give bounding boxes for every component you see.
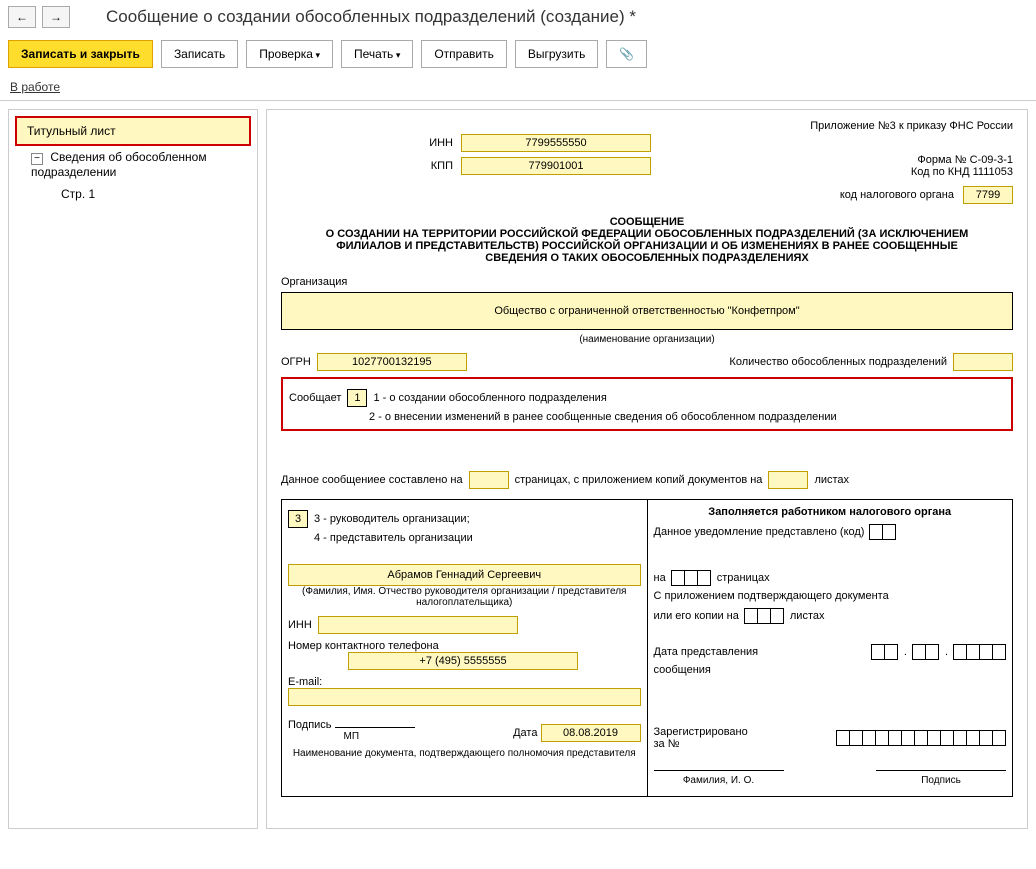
org-hint: (наименование организации) <box>281 334 1013 345</box>
count-label: Количество обособленных подразделений <box>729 356 947 368</box>
report-value[interactable]: 1 <box>347 389 367 407</box>
docname-label: Наименование документа, подтверждающего … <box>288 748 641 759</box>
signer-type[interactable]: 3 <box>288 510 308 528</box>
phone-label: Номер контактного телефона <box>288 640 641 652</box>
sidebar-subdivision-info[interactable]: − Сведения об обособленном подразделении <box>25 146 251 183</box>
composed-sheets[interactable] <box>768 471 808 489</box>
inn-field[interactable]: 7799555550 <box>461 134 651 152</box>
right-attach: С приложением подтверждающего документа <box>654 590 1007 602</box>
main-toolbar: Записать и закрыть Записать Проверка Печ… <box>0 34 1036 74</box>
right-date-label: Дата представления <box>654 646 759 658</box>
email-field[interactable] <box>288 688 641 706</box>
count-field[interactable] <box>953 353 1013 371</box>
right-copy: или его копии на <box>654 610 739 622</box>
signer-opt4: 4 - представитель организации <box>314 532 641 544</box>
sidebar-page-1[interactable]: Стр. 1 <box>55 183 251 205</box>
right-sign: Подпись <box>876 775 1006 786</box>
org-name-field[interactable]: Общество с ограниченной ответственностью… <box>281 292 1013 330</box>
signer-opt3: 3 - руководитель организации; <box>314 513 470 525</box>
back-button[interactable]: ← <box>8 6 36 28</box>
tax-code-label: код налогового органа <box>840 189 954 201</box>
report-type-box: Сообщает 1 1 - о создании обособленного … <box>281 377 1013 431</box>
tax-code-field[interactable]: 7799 <box>963 186 1013 204</box>
ogrn-field[interactable]: 1027700132195 <box>317 353 467 371</box>
right-pages: страницах <box>717 572 770 584</box>
ogrn-label: ОГРН <box>281 356 311 368</box>
heading-line2: О СОЗДАНИИ НА ТЕРРИТОРИИ РОССИЙСКОЙ ФЕДЕ… <box>321 228 973 264</box>
sidebar-title-page[interactable]: Титульный лист <box>15 116 251 146</box>
fio-field[interactable]: Абрамов Геннадий Сергеевич <box>288 564 641 586</box>
document-heading: СООБЩЕНИЕ О СОЗДАНИИ НА ТЕРРИТОРИИ РОССИ… <box>321 216 973 264</box>
composed-2: страницах, с приложением копий документо… <box>515 474 763 486</box>
heading-line1: СООБЩЕНИЕ <box>321 216 973 228</box>
nav-toolbar: ← → Сообщение о создании обособленных по… <box>0 0 1036 34</box>
fio-hint: (Фамилия, Имя. Отчество руководителя орг… <box>288 586 641 608</box>
send-button[interactable]: Отправить <box>421 40 507 68</box>
email-label: E-mail: <box>288 676 641 688</box>
inn-label: ИНН <box>281 137 461 149</box>
forward-button[interactable]: → <box>42 6 70 28</box>
report-opt1: 1 - о создании обособленного подразделен… <box>373 392 606 404</box>
phone-field[interactable]: +7 (495) 5555555 <box>348 652 578 670</box>
save-close-button[interactable]: Записать и закрыть <box>8 40 153 68</box>
right-fio: Фамилия, И. О. <box>654 775 784 786</box>
check-button[interactable]: Проверка <box>246 40 333 68</box>
org-label: Организация <box>281 276 1013 288</box>
kpp-label: КПП <box>281 160 461 172</box>
save-button[interactable]: Записать <box>161 40 238 68</box>
attach-button[interactable]: 📎 <box>606 40 647 68</box>
composed-3: листах <box>814 474 849 486</box>
signer-section: 3 3 - руководитель организации; 4 - пред… <box>281 499 647 797</box>
collapse-icon[interactable]: − <box>31 153 43 165</box>
composed-pages[interactable] <box>469 471 509 489</box>
print-button[interactable]: Печать <box>341 40 413 68</box>
right-za: за № <box>654 738 748 750</box>
date-field[interactable]: 08.08.2019 <box>541 724 641 742</box>
right-heading: Заполняется работником налогового органа <box>654 506 1007 518</box>
tax-authority-section: Заполняется работником налогового органа… <box>647 499 1014 797</box>
inn2-label: ИНН <box>288 619 312 631</box>
date-label: Дата <box>513 727 537 739</box>
export-button[interactable]: Выгрузить <box>515 40 599 68</box>
right-sheets: листах <box>790 610 825 622</box>
form-code: Форма № С-09-3-1 <box>911 154 1013 166</box>
right-presented-label: Данное уведомление представлено (код) <box>654 526 865 538</box>
status-link[interactable]: В работе <box>10 80 60 94</box>
page-title: Сообщение о создании обособленных подраз… <box>106 7 636 27</box>
document-content: Приложение №3 к приказу ФНС России ИНН 7… <box>266 109 1028 829</box>
kpp-field[interactable]: 779901001 <box>461 157 651 175</box>
inn2-field[interactable] <box>318 616 518 634</box>
right-msg: сообщения <box>654 664 1007 676</box>
sidebar: Титульный лист − Сведения об обособленно… <box>8 109 258 829</box>
mp-label: МП <box>288 731 415 742</box>
sign-label: Подпись <box>288 719 332 731</box>
sidebar-item-label: Сведения об обособленном подразделении <box>31 150 207 179</box>
right-reg: Зарегистрировано <box>654 726 748 738</box>
report-opt2: 2 - о внесении изменений в ранее сообщен… <box>369 411 1005 423</box>
status-bar: В работе <box>0 74 1036 101</box>
knd-code: Код по КНД 1111053 <box>911 166 1013 178</box>
appendix-note: Приложение №3 к приказу ФНС России <box>281 120 1013 132</box>
right-on: на <box>654 572 666 584</box>
composed-1: Данное сообщениее составлено на <box>281 474 463 486</box>
report-label: Сообщает <box>289 392 341 404</box>
